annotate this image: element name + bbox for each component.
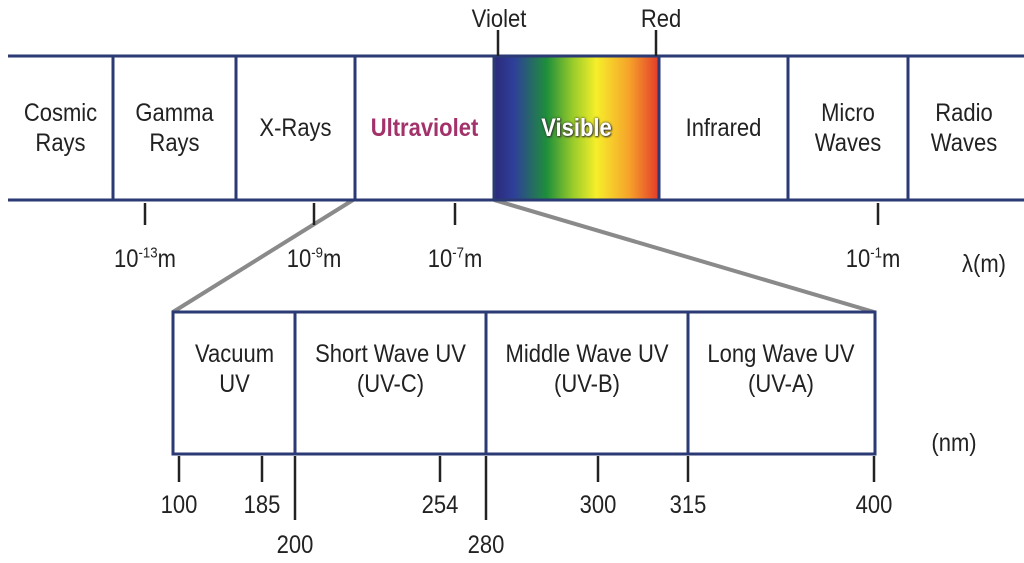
- uv-band-label-line2: (UV-C): [356, 370, 425, 398]
- band-radio-waves: Radio Waves: [915, 55, 1014, 201]
- uv-tick-label-280: 280: [467, 531, 505, 559]
- scale-label-1e-1: 10-1m: [845, 244, 901, 273]
- uv-tick-label-315: 315: [669, 491, 707, 519]
- visible-gradient: [494, 57, 659, 200]
- uv-tick-label-254: 254: [421, 491, 459, 519]
- lambda-axis-label: λ(m): [962, 250, 1006, 278]
- uv-band-label-line1: Vacuum: [194, 340, 275, 368]
- band-x-rays: X-Rays: [243, 55, 348, 201]
- uv-band-label-line2: (UV-A): [748, 370, 814, 398]
- band-label-line2: Rays: [149, 129, 200, 157]
- band-label-line1: Ultraviolet: [370, 114, 479, 142]
- band-label-line1: Micro: [821, 99, 875, 127]
- band-label-line1: X-Rays: [259, 114, 332, 142]
- uv-tick-label-100: 100: [160, 491, 198, 519]
- uv-band-middle-wave: Middle Wave UV (UV-B): [498, 313, 676, 425]
- band-label-line2: Waves: [930, 129, 998, 157]
- spectrum-scale-ticks: [143, 203, 880, 225]
- uv-unit-label: (nm): [931, 429, 977, 457]
- scale-label-1e-13: 10-13m: [114, 244, 176, 273]
- violet-label: Violet: [471, 5, 527, 33]
- band-ultraviolet: Ultraviolet: [363, 55, 485, 201]
- uv-tick-label-400: 400: [855, 491, 893, 519]
- band-cosmic-rays: Cosmic Rays: [14, 55, 106, 201]
- red-label: Red: [640, 5, 682, 33]
- band-infrared: Infrared: [667, 55, 781, 201]
- uv-detail-box: [171, 310, 877, 456]
- scale-label-1e-7: 10-7m: [427, 244, 483, 273]
- uv-tick-label-200: 200: [276, 531, 314, 559]
- zoom-connector-right: [493, 198, 875, 314]
- uv-band-label-line1: Middle Wave UV: [505, 340, 669, 368]
- uv-tick-label-300: 300: [579, 491, 617, 519]
- uv-band-label-line1: Short Wave UV: [315, 340, 466, 368]
- uv-band-label-line2: UV: [219, 370, 250, 398]
- zoom-connector-left: [171, 198, 355, 314]
- band-label-line1: Radio: [935, 99, 993, 127]
- uv-band-vacuum: Vacuum UV: [181, 313, 287, 425]
- band-label-line1: Cosmic: [23, 99, 98, 127]
- uv-band-label-line2: (UV-B): [554, 370, 620, 398]
- band-label-line1: Infrared: [685, 114, 762, 142]
- band-visible: Visible: [504, 55, 649, 201]
- band-label-line2: Waves: [814, 129, 882, 157]
- band-label-line2: Rays: [35, 129, 86, 157]
- band-micro-waves: Micro Waves: [795, 55, 901, 201]
- uv-band-short-wave: Short Wave UV (UV-C): [306, 313, 474, 425]
- band-gamma-rays: Gamma Rays: [120, 55, 228, 201]
- uv-band-long-wave: Long Wave UV (UV-A): [699, 313, 863, 425]
- band-label-line1: Visible: [541, 114, 612, 142]
- uv-band-label-line1: Long Wave UV: [707, 340, 855, 368]
- uv-scale-ticks: [177, 456, 876, 520]
- band-label-line1: Gamma: [135, 99, 214, 127]
- spectrum-dividers: [111, 56, 910, 200]
- uv-tick-label-185: 185: [243, 491, 281, 519]
- scale-label-1e-9: 10-9m: [286, 244, 342, 273]
- uv-dividers: [293, 312, 690, 454]
